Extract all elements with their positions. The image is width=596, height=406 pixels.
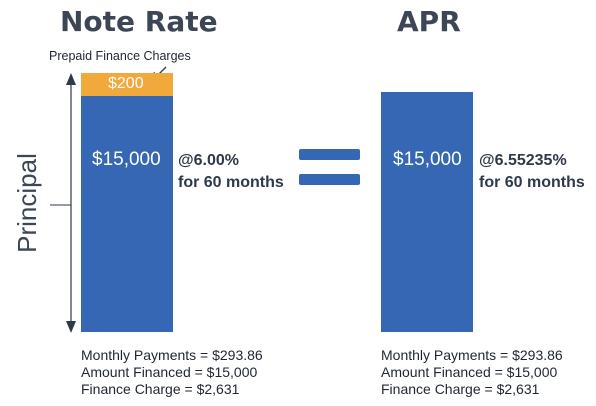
note-rate-term: for 60 months — [178, 174, 284, 191]
apr-rate: @6.55235% — [479, 152, 567, 169]
apr-principal-amount: $15,000 — [393, 149, 462, 170]
apr-summary: Monthly Payments = $293.86 Amount Financ… — [381, 347, 563, 398]
prepaid-finance-charges-label: Prepaid Finance Charges — [49, 49, 191, 63]
prepaid-finance-charges-bar: $200 — [81, 73, 173, 96]
note-rate-finance-charge: Finance Charge = $2,631 — [81, 381, 240, 397]
equals-icon — [299, 149, 360, 185]
equals-bottom-bar — [299, 174, 360, 185]
principal-axis-label: Principal — [11, 153, 42, 253]
note-rate-summary: Monthly Payments = $293.86 Amount Financ… — [81, 347, 263, 398]
apr-term: for 60 months — [479, 174, 585, 191]
note-rate-heading: Note Rate — [60, 5, 218, 38]
note-rate-principal-bar: $15,000 — [81, 96, 173, 332]
apr-heading: APR — [397, 5, 461, 38]
equals-top-bar — [299, 149, 360, 160]
note-rate-principal-amount: $15,000 — [92, 149, 161, 170]
note-rate-rate: @6.00% — [178, 152, 239, 169]
apr-monthly-payments: Monthly Payments = $293.86 — [381, 347, 563, 363]
note-rate-amount-financed: Amount Financed = $15,000 — [81, 364, 258, 380]
note-rate-terms: @6.00% for 60 months — [178, 150, 284, 194]
apr-amount-financed: Amount Financed = $15,000 — [381, 364, 558, 380]
apr-principal-bar: $15,000 — [381, 92, 473, 332]
axis-bottom-arrow-icon — [66, 321, 76, 333]
apr-finance-charge: Finance Charge = $2,631 — [381, 381, 540, 397]
note-rate-monthly-payments: Monthly Payments = $293.86 — [81, 347, 263, 363]
apr-terms: @6.55235% for 60 months — [479, 150, 585, 194]
axis-top-arrow-icon — [66, 73, 76, 85]
prepaid-amount: $200 — [108, 75, 144, 92]
